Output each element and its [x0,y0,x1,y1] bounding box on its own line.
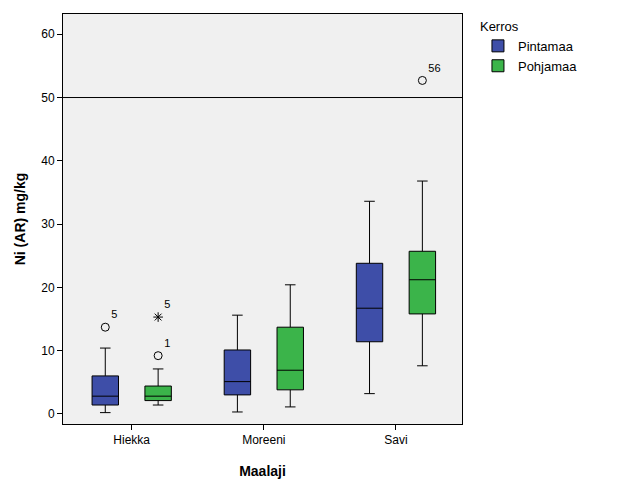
svg-text:50: 50 [41,91,55,105]
svg-text:30: 30 [41,217,55,231]
svg-text:5: 5 [111,308,117,320]
svg-text:Kerros: Kerros [480,19,519,34]
svg-text:10: 10 [41,344,55,358]
svg-text:Maalaji: Maalaji [239,463,286,479]
svg-text:1: 1 [164,337,170,349]
svg-text:Ni (AR) mg/kg: Ni (AR) mg/kg [12,173,28,266]
svg-text:40: 40 [41,154,55,168]
svg-text:56: 56 [428,62,440,74]
svg-text:Pohjamaa: Pohjamaa [518,59,577,74]
svg-text:Hiekka: Hiekka [113,433,150,447]
svg-text:20: 20 [41,281,55,295]
svg-text:Savi: Savi [384,433,407,447]
svg-text:60: 60 [41,27,55,41]
svg-text:0: 0 [48,407,55,421]
svg-text:Pintamaa: Pintamaa [518,39,574,54]
svg-text:Moreeni: Moreeni [242,433,285,447]
svg-text:5: 5 [164,298,170,310]
